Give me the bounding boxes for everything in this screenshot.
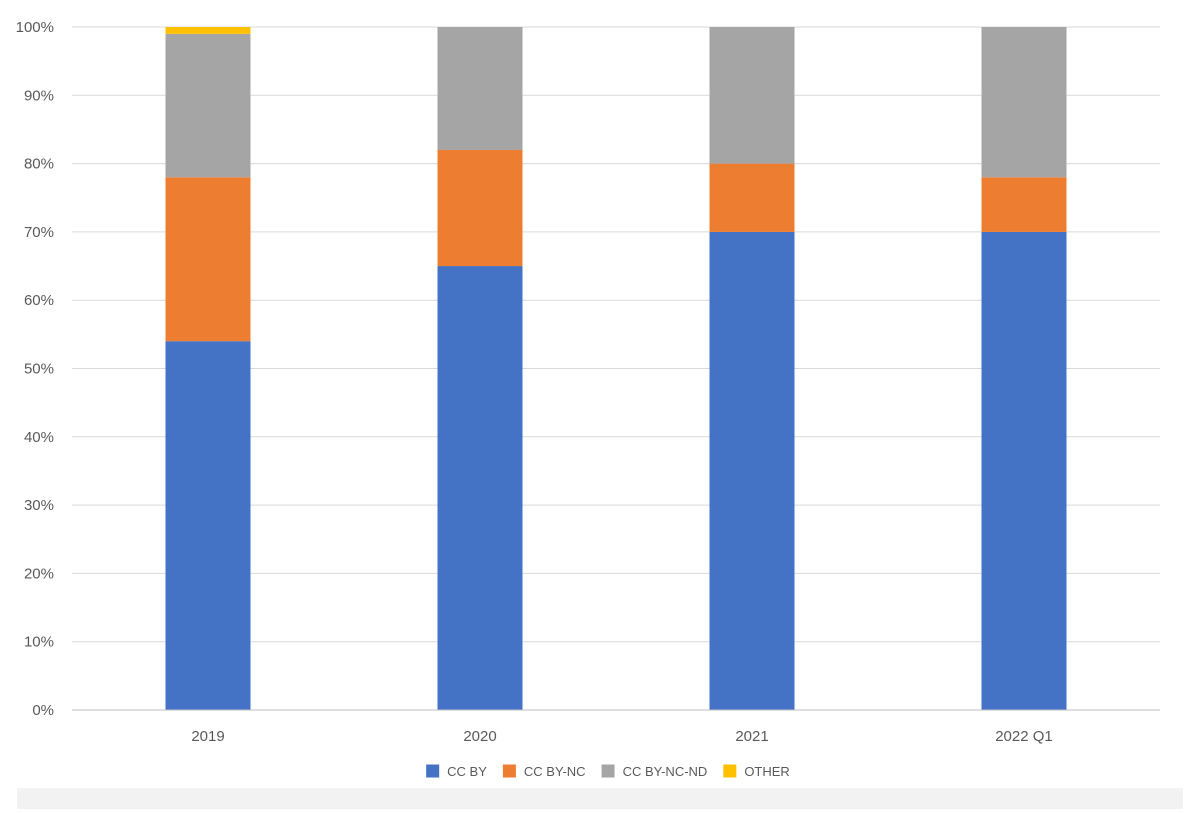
- y-tick-label: 100%: [16, 19, 54, 36]
- y-tick-label: 90%: [24, 87, 54, 104]
- y-axis-ticks: 0% 10% 20% 30% 40% 50% 60% 70% 80% 90% 100%: [16, 19, 54, 719]
- bar-segment-cc-by-nc: [437, 149, 523, 267]
- legend-label: OTHER: [744, 764, 790, 779]
- bar-segment-cc-by: [709, 231, 795, 710]
- bar-segment-cc-by: [981, 231, 1067, 710]
- legend-label: CC BY-NC: [524, 764, 586, 779]
- y-tick-label: 0%: [32, 702, 54, 719]
- bars: [165, 27, 1067, 710]
- bar-segment-cc-by-nc-nd: [437, 27, 523, 150]
- bar-segment-cc-by: [165, 341, 251, 710]
- bar-segment-cc-by-nc: [981, 177, 1067, 232]
- y-tick-label: 40%: [24, 429, 54, 446]
- x-axis-ticks: 2019 2020 2021 2022 Q1: [191, 728, 1052, 745]
- bar-segment-cc-by: [437, 266, 523, 710]
- y-tick-label: 30%: [24, 497, 54, 514]
- bar-segment-cc-by-nc: [165, 177, 251, 342]
- legend-swatch: [426, 764, 440, 778]
- legend-item-other: OTHER: [723, 764, 790, 779]
- x-tick-label: 2021: [735, 728, 768, 745]
- x-tick-label: 2022 Q1: [995, 728, 1053, 745]
- y-tick-label: 80%: [24, 156, 54, 173]
- legend-label: CC BY-NC-ND: [623, 764, 708, 779]
- bar-segment-cc-by-nc-nd: [709, 27, 795, 164]
- legend-item-cc-by-nc: CC BY-NC: [502, 764, 586, 779]
- legend-swatch: [502, 764, 516, 778]
- y-tick-label: 60%: [24, 292, 54, 309]
- legend: CC BY CC BY-NC CC BY-NC-ND OTHER: [426, 764, 790, 779]
- bar-segment-cc-by-nc: [709, 163, 795, 232]
- legend-swatch: [601, 764, 615, 778]
- x-tick-label: 2019: [191, 728, 224, 745]
- bar-segment-cc-by-nc-nd: [981, 27, 1067, 178]
- y-tick-label: 20%: [24, 565, 54, 582]
- gridlines: [72, 26, 1160, 643]
- bar-segment-other: [165, 27, 251, 34]
- y-tick-label: 70%: [24, 224, 54, 241]
- legend-swatch: [723, 764, 737, 778]
- bar-segment-cc-by-nc-nd: [165, 33, 251, 178]
- legend-item-cc-by: CC BY: [426, 764, 487, 779]
- legend-label: CC BY: [447, 764, 487, 779]
- x-tick-label: 2020: [463, 728, 496, 745]
- y-tick-label: 10%: [24, 634, 54, 651]
- y-tick-label: 50%: [24, 361, 54, 378]
- legend-item-cc-by-nc-nd: CC BY-NC-ND: [601, 764, 708, 779]
- footer-strip: [17, 788, 1183, 809]
